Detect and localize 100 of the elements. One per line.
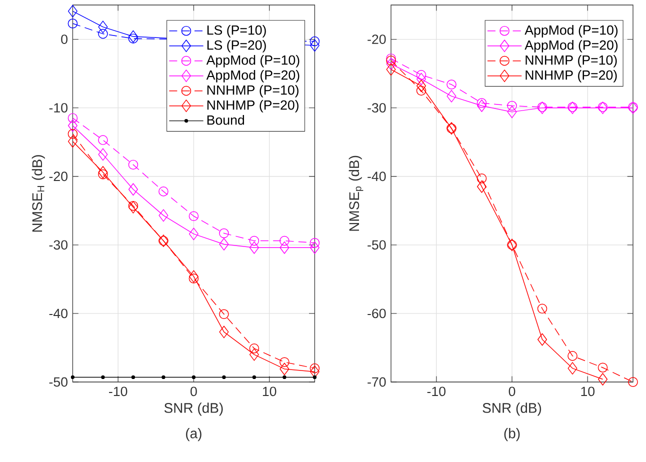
y-tick-label: -40 bbox=[49, 308, 68, 318]
y-tick-label: -10 bbox=[49, 103, 68, 113]
legend-label: NNHMP (P=20) bbox=[207, 100, 298, 112]
point bbox=[98, 169, 108, 180]
x-axis-title: SNR (dB) bbox=[482, 402, 542, 416]
point bbox=[68, 4, 78, 18]
point bbox=[158, 186, 168, 196]
text: (b) bbox=[504, 428, 520, 442]
point bbox=[222, 375, 226, 380]
point bbox=[192, 375, 196, 380]
point bbox=[128, 200, 138, 214]
point bbox=[416, 80, 426, 92]
point bbox=[128, 160, 138, 170]
point bbox=[219, 238, 229, 250]
point bbox=[310, 39, 320, 52]
y-axis-title: NMSE$_{H}$ (dB) bbox=[32, 155, 45, 232]
x-tick-label: -10 bbox=[109, 386, 128, 396]
x-tick-label: 0 bbox=[508, 386, 516, 396]
point bbox=[68, 128, 78, 139]
point bbox=[68, 135, 78, 148]
point bbox=[219, 326, 229, 338]
legend-label: AppMod (P=10) bbox=[206, 55, 300, 68]
point bbox=[162, 375, 166, 380]
point bbox=[282, 375, 286, 380]
point bbox=[537, 304, 548, 314]
y-tick-label: -50 bbox=[49, 377, 68, 387]
legend-label: LS (P=10) bbox=[207, 25, 266, 38]
x-tick-label: 10 bbox=[581, 386, 595, 396]
point bbox=[98, 20, 108, 34]
point bbox=[280, 236, 290, 246]
point bbox=[312, 375, 317, 380]
y-tick-label: -20 bbox=[368, 34, 386, 44]
point bbox=[101, 375, 105, 380]
point bbox=[68, 18, 78, 28]
point bbox=[219, 228, 229, 238]
point bbox=[68, 113, 78, 124]
point bbox=[128, 183, 138, 196]
legend-label: AppMod (P=20) bbox=[524, 40, 618, 52]
point bbox=[386, 63, 396, 76]
legend-label: NNHMP (P=20) bbox=[526, 70, 617, 82]
point bbox=[446, 80, 456, 90]
y-tick-label: -70 bbox=[368, 377, 386, 387]
y-tick-label: -30 bbox=[368, 103, 386, 113]
point bbox=[476, 98, 487, 108]
legend-label: AppMod (P=20) bbox=[206, 70, 300, 82]
point bbox=[188, 274, 199, 284]
legend-label: LS (P=20) bbox=[207, 40, 266, 52]
point bbox=[252, 375, 256, 380]
y-tick-label: 0 bbox=[61, 34, 68, 44]
point bbox=[598, 373, 608, 386]
point bbox=[416, 72, 426, 86]
point bbox=[537, 333, 548, 346]
point bbox=[98, 166, 108, 178]
point bbox=[128, 30, 138, 43]
y-tick-label: -20 bbox=[49, 172, 68, 182]
y-tick-label: -30 bbox=[49, 240, 68, 250]
legend-label: NNHMP (P=10) bbox=[207, 84, 298, 98]
point bbox=[249, 348, 259, 361]
point bbox=[446, 90, 456, 102]
point bbox=[476, 180, 487, 193]
legend-label: Bound bbox=[207, 114, 244, 125]
legend-label: AppMod (P=10) bbox=[524, 25, 618, 38]
y-tick-label: -60 bbox=[368, 308, 386, 318]
point bbox=[249, 236, 260, 246]
point bbox=[568, 362, 578, 375]
point bbox=[280, 241, 290, 254]
point bbox=[68, 119, 78, 132]
point bbox=[219, 309, 229, 320]
point bbox=[249, 344, 260, 354]
point bbox=[310, 36, 320, 46]
point bbox=[310, 241, 320, 254]
point bbox=[280, 357, 290, 368]
point bbox=[507, 106, 517, 118]
x-tick-label: 10 bbox=[262, 386, 276, 396]
point bbox=[128, 200, 138, 211]
point bbox=[598, 362, 608, 373]
point bbox=[628, 377, 638, 387]
point bbox=[507, 100, 517, 111]
point bbox=[188, 211, 199, 222]
point bbox=[188, 270, 198, 283]
point bbox=[98, 148, 108, 161]
point bbox=[70, 375, 75, 380]
y-tick-label: -50 bbox=[368, 240, 386, 250]
y-axis-title: NMSE$_{p}$ (dB) bbox=[348, 156, 364, 231]
x-tick-label: -10 bbox=[427, 386, 446, 396]
point bbox=[249, 241, 259, 254]
point bbox=[416, 70, 426, 80]
point bbox=[386, 58, 396, 70]
point bbox=[310, 365, 320, 378]
point bbox=[476, 174, 487, 184]
point bbox=[98, 28, 108, 39]
x-axis-title: SNR (dB) bbox=[164, 402, 223, 416]
point bbox=[476, 100, 487, 112]
text: (a) bbox=[186, 428, 202, 442]
point bbox=[188, 228, 198, 240]
point bbox=[416, 86, 426, 96]
point bbox=[158, 209, 168, 222]
point bbox=[310, 238, 320, 248]
point bbox=[131, 375, 136, 380]
point bbox=[310, 363, 320, 374]
